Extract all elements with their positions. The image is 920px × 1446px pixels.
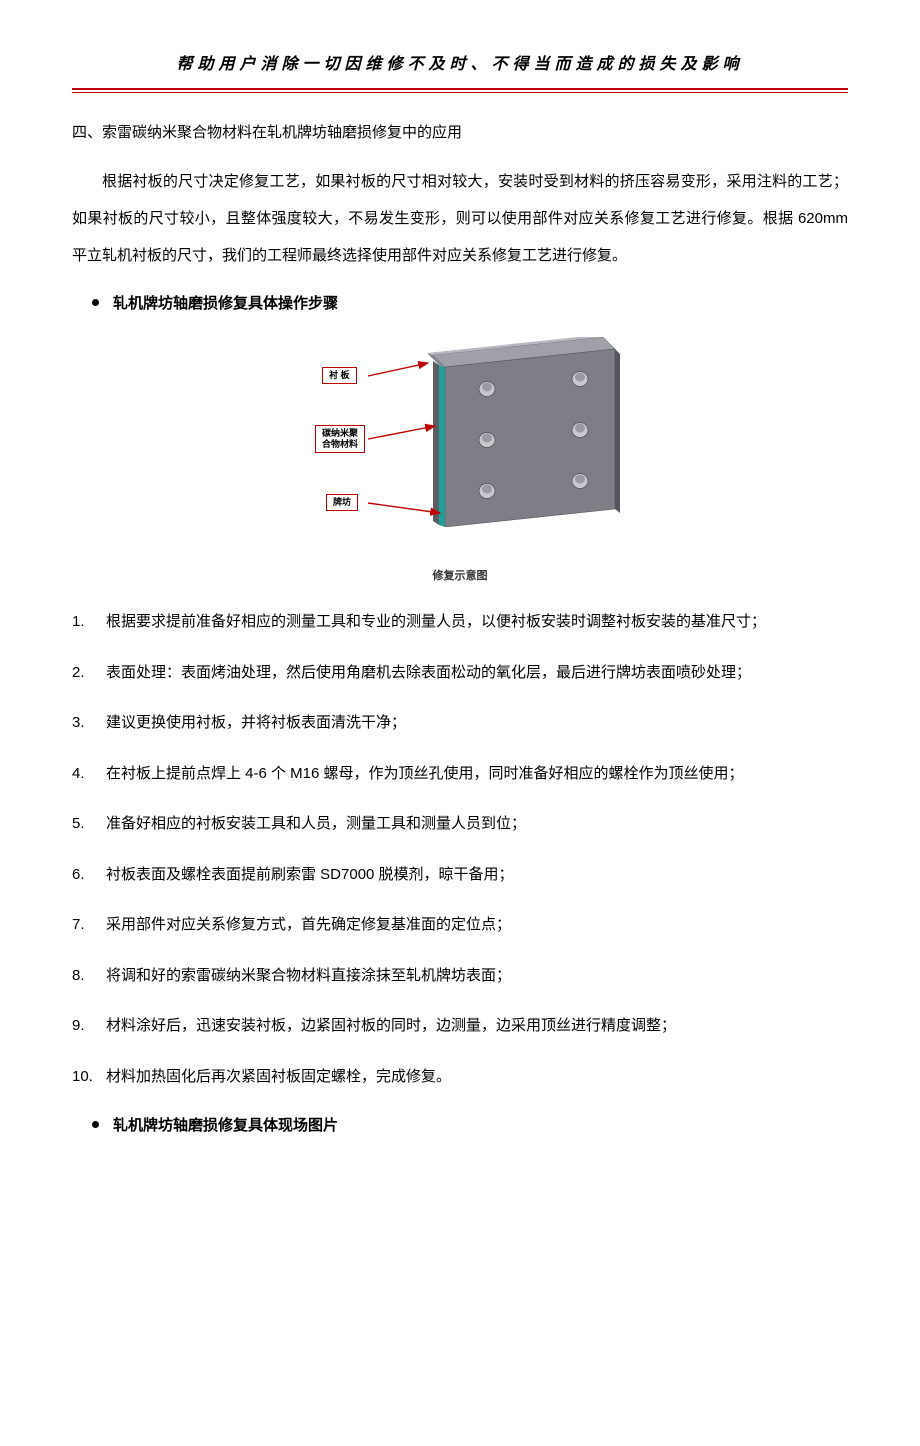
step-number: 1. (72, 609, 85, 635)
list-item: 4. 在衬板上提前点焊上 4-6 个 M16 螺母，作为顶丝孔使用，同时准备好相应… (72, 761, 848, 787)
label-liner: 衬 板 (322, 367, 357, 384)
list-item: 5. 准备好相应的衬板安装工具和人员，测量工具和测量人员到位； (72, 811, 848, 837)
list-item: 3. 建议更换使用衬板，并将衬板表面清洗干净； (72, 710, 848, 736)
step-text: 表面处理：表面烤油处理，然后使用角磨机去除表面松动的氧化层，最后进行牌坊表面喷砂… (106, 664, 751, 681)
list-item: 8. 将调和好的索雷碳纳米聚合物材料直接涂抹至轧机牌坊表面； (72, 963, 848, 989)
list-item: 6. 衬板表面及螺栓表面提前刷索雷 SD7000 脱模剂，晾干备用； (72, 862, 848, 888)
step-text: 在衬板上提前点焊上 4-6 个 M16 螺母，作为顶丝孔使用，同时准备好相应的螺… (106, 765, 744, 782)
list-item: 10. 材料加热固化后再次紧固衬板固定螺栓，完成修复。 (72, 1064, 848, 1090)
list-item: 7. 采用部件对应关系修复方式，首先确定修复基准面的定位点； (72, 912, 848, 938)
step-number: 6. (72, 862, 85, 888)
header-rule (72, 88, 848, 93)
step-text: 根据要求提前准备好相应的测量工具和专业的测量人员，以便衬板安装时调整衬板安装的基… (106, 613, 766, 630)
bullet-text: 轧机牌坊轴磨损修复具体操作步骤 (113, 292, 338, 313)
list-item: 9. 材料涂好后，迅速安装衬板，边紧固衬板的同时，边测量，边采用顶丝进行精度调整； (72, 1013, 848, 1039)
step-number: 9. (72, 1013, 85, 1039)
list-item: 2. 表面处理：表面烤油处理，然后使用角磨机去除表面松动的氧化层，最后进行牌坊表面… (72, 660, 848, 686)
step-text: 将调和好的索雷碳纳米聚合物材料直接涂抹至轧机牌坊表面； (106, 967, 511, 984)
steps-list: 1. 根据要求提前准备好相应的测量工具和专业的测量人员，以便衬板安装时调整衬板安装… (72, 609, 848, 1089)
step-text: 准备好相应的衬板安装工具和人员，测量工具和测量人员到位； (106, 815, 526, 832)
step-text: 采用部件对应关系修复方式，首先确定修复基准面的定位点； (106, 916, 511, 933)
intro-paragraph: 根据衬板的尺寸决定修复工艺，如果衬板的尺寸相对较大，安装时受到材料的挤压容易变形… (72, 164, 848, 274)
page: 帮助用户消除一切因维修不及时、不得当而造成的损失及影响 四、索雷碳纳米聚合物材料… (0, 0, 920, 1446)
diagram-container: 衬 板 碳纳米聚 合物材料 牌坊 (72, 331, 848, 561)
step-number: 10. (72, 1064, 93, 1090)
bullet-text: 轧机牌坊轴磨损修复具体现场图片 (113, 1114, 338, 1135)
bullet-photos-heading: 轧机牌坊轴磨损修复具体现场图片 (92, 1114, 848, 1135)
step-text: 衬板表面及螺栓表面提前刷索雷 SD7000 脱模剂，晾干备用； (106, 866, 514, 883)
step-number: 7. (72, 912, 85, 938)
repair-diagram: 衬 板 碳纳米聚 合物材料 牌坊 (290, 331, 630, 561)
step-number: 5. (72, 811, 85, 837)
section-title: 四、索雷碳纳米聚合物材料在轧机牌坊轴磨损修复中的应用 (72, 121, 848, 142)
step-text: 材料涂好后，迅速安装衬板，边紧固衬板的同时，边测量，边采用顶丝进行精度调整； (106, 1017, 676, 1034)
label-material-line1: 碳纳米聚 (322, 428, 358, 438)
label-material-line2: 合物材料 (322, 439, 358, 449)
step-text: 材料加热固化后再次紧固衬板固定螺栓，完成修复。 (106, 1068, 451, 1085)
page-header-motto: 帮助用户消除一切因维修不及时、不得当而造成的损失及影响 (72, 50, 848, 82)
bullet-icon (92, 299, 99, 306)
step-number: 3. (72, 710, 85, 736)
step-text: 建议更换使用衬板，并将衬板表面清洗干净； (106, 714, 406, 731)
label-material: 碳纳米聚 合物材料 (315, 425, 365, 453)
diagram-caption: 修复示意图 (72, 567, 848, 583)
label-frame: 牌坊 (326, 494, 358, 511)
step-number: 8. (72, 963, 85, 989)
step-number: 2. (72, 660, 85, 686)
step-number: 4. (72, 761, 85, 787)
list-item: 1. 根据要求提前准备好相应的测量工具和专业的测量人员，以便衬板安装时调整衬板安装… (72, 609, 848, 635)
bullet-steps-heading: 轧机牌坊轴磨损修复具体操作步骤 (92, 292, 848, 313)
bullet-icon (92, 1121, 99, 1128)
